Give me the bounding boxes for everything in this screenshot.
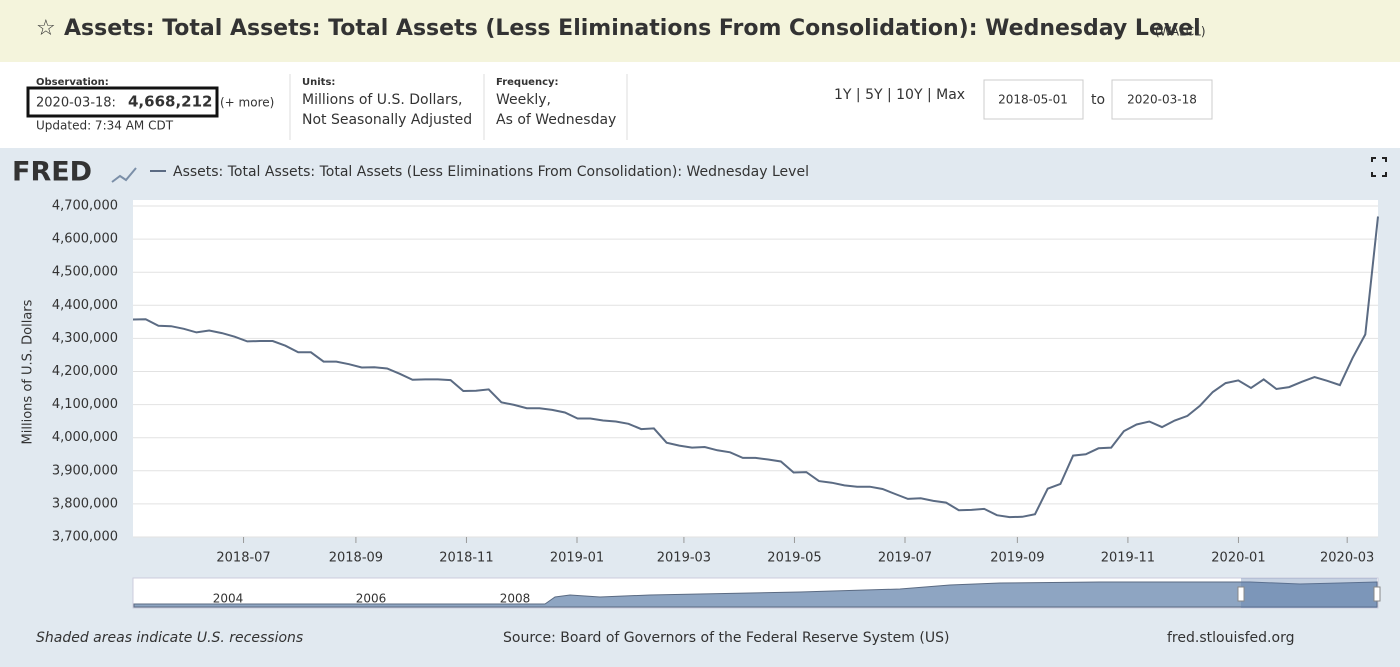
range-buttons[interactable]: 1Y | 5Y | 10Y | Max (834, 87, 965, 103)
observation-value: 4,668,212 (128, 93, 212, 111)
series-title: Assets: Total Assets: Total Assets (Less… (64, 16, 1201, 41)
end-date: 2020-03-18 (1127, 93, 1197, 107)
x-tick-label: 2019-09 (990, 551, 1044, 566)
to-label: to (1091, 92, 1105, 108)
navigator-year: 2006 (356, 592, 387, 606)
y-tick-label: 3,800,000 (52, 496, 118, 511)
navigator-area (133, 581, 1378, 608)
y-tick-label: 4,100,000 (52, 397, 118, 412)
observation-label: Observation: (36, 77, 109, 88)
y-tick-label: 3,900,000 (52, 463, 118, 478)
title-band (0, 0, 1400, 62)
y-tick-label: 4,600,000 (52, 232, 118, 247)
navigator-handle[interactable] (1237, 586, 1245, 602)
y-tick-label: 4,200,000 (52, 364, 118, 379)
observation-date[interactable]: 2020-03-18: (36, 96, 116, 111)
fullscreen-icon[interactable] (1371, 157, 1387, 177)
x-tick-label: 2018-07 (216, 551, 270, 566)
x-tick-label: 2019-05 (767, 551, 821, 566)
navigator-year: 2008 (500, 592, 531, 606)
source: Source: Board of Governors of the Federa… (503, 630, 949, 646)
highlight-box (26, 86, 219, 118)
x-tick-label: 2018-09 (329, 551, 383, 566)
navigator-handle[interactable] (1373, 586, 1381, 602)
logo-icon (111, 167, 137, 183)
units-line: Not Seasonally Adjusted (302, 112, 472, 128)
units-line: Millions of U.S. Dollars, (302, 92, 462, 108)
y-tick-label: 4,000,000 (52, 430, 118, 445)
y-axis-label: Millions of U.S. Dollars (21, 299, 36, 444)
frequency-line: As of Wednesday (496, 112, 616, 128)
more-link[interactable]: (+ more) (220, 96, 274, 110)
units-label: Units: (302, 77, 335, 88)
x-tick-label: 2019-03 (657, 551, 711, 566)
site[interactable]: fred.stlouisfed.org (1167, 630, 1294, 646)
x-tick-label: 2018-11 (439, 551, 493, 566)
star-icon[interactable]: ☆ (36, 16, 56, 41)
updated: Updated: 7:34 AM CDT (36, 119, 174, 133)
x-tick-label: 2019-07 (878, 551, 932, 566)
y-tick-label: 4,500,000 (52, 265, 118, 280)
fred-logo: FRED (12, 157, 92, 188)
plot-layer: 3,700,000 3,800,000 3,900,000 4,000,000 4,10… (52, 164, 1379, 606)
y-tick-label: 4,400,000 (52, 298, 118, 313)
plot-area (133, 200, 1378, 537)
end-input[interactable] (1111, 79, 1213, 120)
x-tick-label: 2020-03 (1320, 551, 1374, 566)
y-tick-label: 3,700,000 (52, 530, 118, 545)
series-code: (WALCL) (1155, 25, 1206, 39)
series-line (132, 216, 1379, 519)
x-tick-label: 2020-01 (1211, 551, 1265, 566)
navigator-selection (1241, 578, 1377, 608)
legend-label: Assets: Total Assets: Total Assets (Less… (173, 164, 809, 180)
navigator-year: 2004 (213, 592, 244, 606)
frequency-label: Frequency: (496, 77, 559, 88)
recession-note: Shaded areas indicate U.S. recessions (36, 630, 303, 646)
frequency-line: Weekly, (496, 92, 551, 108)
x-tick-label: 2019-11 (1101, 551, 1155, 566)
start-input[interactable] (983, 79, 1084, 120)
x-tick-label: 2019-01 (550, 551, 604, 566)
y-tick-label: 4,700,000 (52, 199, 118, 214)
y-tick-label: 4,300,000 (52, 331, 118, 346)
start-date: 2018-05-01 (998, 93, 1068, 107)
